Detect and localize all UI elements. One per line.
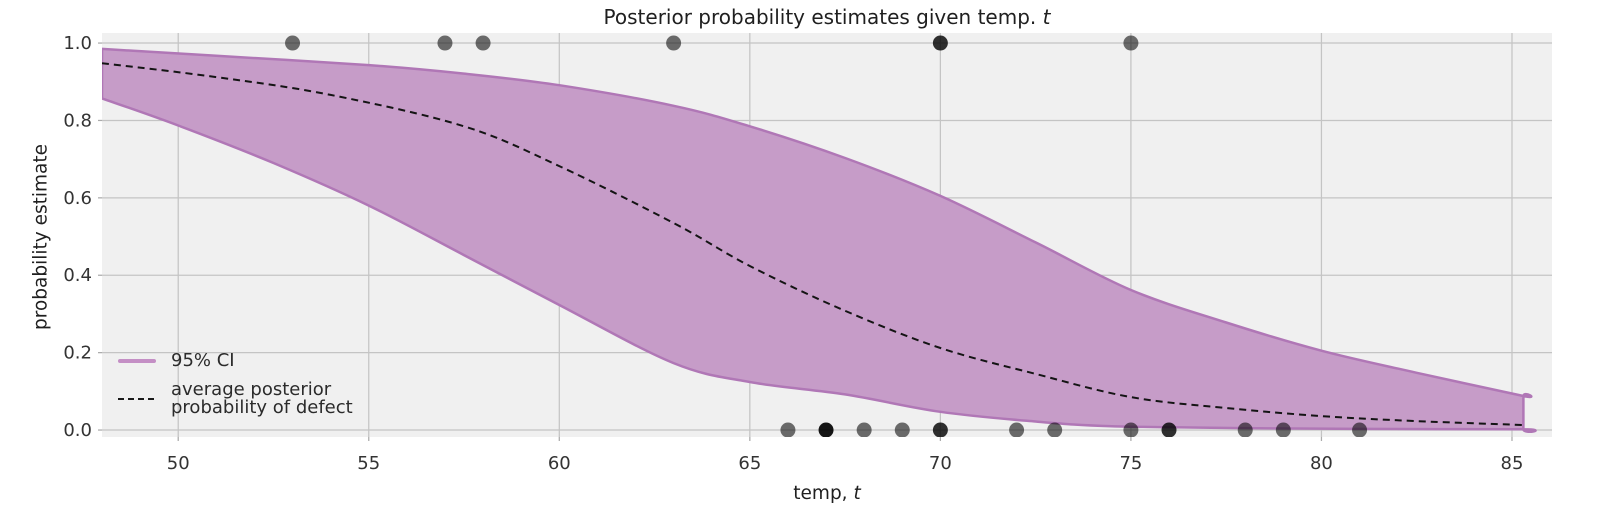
x-tick-label: 60 — [548, 453, 571, 474]
legend: 95% CI average posterior probability of … — [118, 352, 353, 417]
y-tick-label: 0.8 — [63, 110, 92, 131]
data-point-no-defect — [1237, 422, 1253, 437]
legend-swatch-ci-line — [118, 359, 156, 363]
x-axis-label-text: temp, — [793, 483, 854, 504]
x-axis-label-math: t — [853, 483, 861, 504]
x-tick-label: 80 — [1310, 453, 1333, 474]
chart-title-text: Posterior probability estimates given te… — [603, 5, 1043, 29]
x-tick-label: 50 — [167, 453, 190, 474]
legend-label-mean: average posterior probability of defect — [171, 381, 353, 417]
y-tick-label: 0.2 — [63, 343, 92, 364]
data-point-defect — [437, 35, 453, 51]
data-point-no-defect — [818, 422, 834, 437]
legend-label-mean-line1: average posterior — [171, 379, 332, 400]
x-tick-label: 75 — [1119, 453, 1142, 474]
data-point-defect — [1123, 35, 1139, 51]
data-point-no-defect — [1352, 422, 1368, 437]
legend-swatch-mean-dashed-line — [118, 398, 156, 400]
data-point-no-defect — [856, 422, 872, 437]
data-point-no-defect — [1161, 422, 1177, 437]
data-point-defect — [475, 35, 491, 51]
legend-label-ci: 95% CI — [171, 350, 235, 371]
x-tick-label: 65 — [738, 453, 761, 474]
data-point-defect — [666, 35, 682, 51]
mean-line — [102, 62, 1524, 426]
data-point-no-defect — [1047, 422, 1063, 437]
data-point-defect — [932, 35, 948, 51]
x-tick-label: 55 — [357, 453, 380, 474]
data-point-no-defect — [1009, 422, 1025, 437]
data-point-no-defect — [780, 422, 796, 437]
legend-item-ci: 95% CI — [118, 352, 353, 370]
y-tick-label: 0.6 — [63, 188, 92, 209]
y-tick-label: 0.4 — [63, 265, 92, 286]
y-tick-label: 1.0 — [63, 33, 92, 54]
data-point-defect — [285, 35, 301, 51]
x-tick-label: 85 — [1501, 453, 1524, 474]
legend-item-mean: average posterior probability of defect — [118, 381, 353, 417]
data-point-no-defect — [894, 422, 910, 437]
ci-band — [102, 47, 1537, 433]
y-axis-label: probability estimate — [30, 144, 52, 330]
chart-title: Posterior probability estimates given te… — [102, 5, 1552, 29]
data-point-no-defect — [1275, 422, 1291, 437]
x-axis-label: temp, t — [102, 483, 1552, 504]
legend-label-mean-line2: probability of defect — [171, 397, 353, 418]
chart-title-math: t — [1042, 5, 1051, 29]
y-tick-label: 0.0 — [63, 420, 92, 441]
data-point-no-defect — [1123, 422, 1139, 437]
x-tick-label: 70 — [929, 453, 952, 474]
data-point-no-defect — [932, 422, 948, 437]
